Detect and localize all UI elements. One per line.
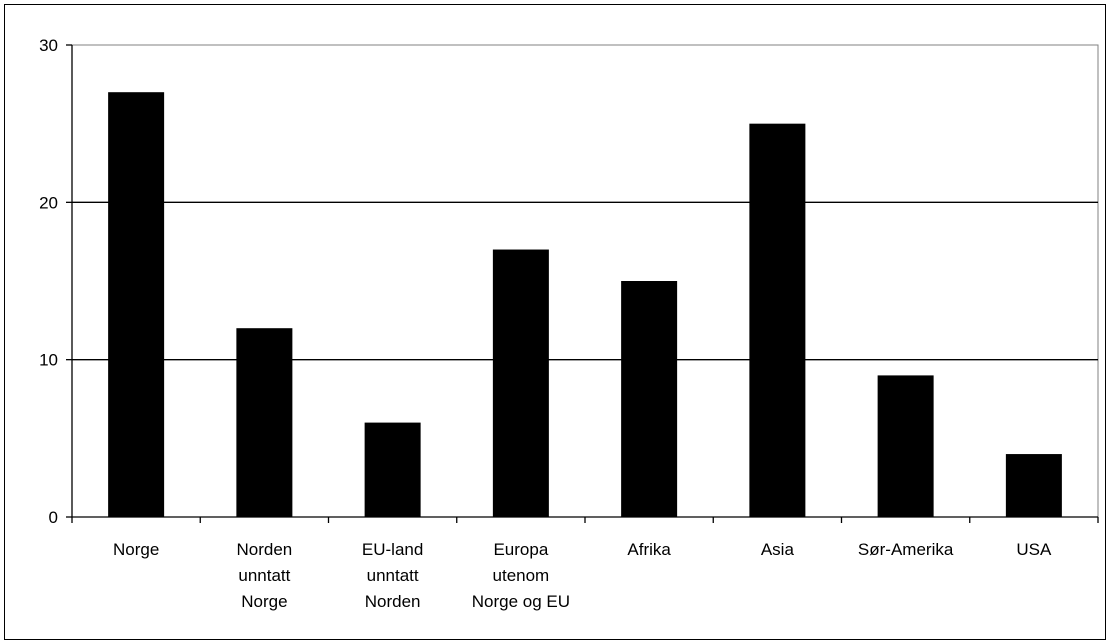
x-tick-label-line: EU-land [362,540,423,559]
x-tick-label: Norge [113,540,159,559]
x-tick-label-line: Norge [113,540,159,559]
x-tick-label-line: utenom [493,566,550,585]
bars [108,92,1062,518]
x-tick-label-line: unntatt [238,566,290,585]
x-tick-label-line: Sør-Amerika [858,540,954,559]
y-tick-labels: 0 10 20 30 [39,36,58,527]
x-tick-label-line: Norden [236,540,292,559]
x-tick-label-line: unntatt [367,566,419,585]
bar [492,249,549,518]
x-tick-label: Norden unntatt Norge [236,540,292,611]
x-tick-label-line: Afrika [627,540,671,559]
x-tick-label: USA [1016,540,1052,559]
axes [66,44,1099,523]
x-tick-label-line: Norge [241,592,287,611]
x-tick-label-line: Norge og EU [472,592,570,611]
x-tick-labels: Norge NordenunntattNorgeEU-landunntattNor… [113,540,1052,611]
bar [749,123,806,518]
bar [236,328,293,517]
x-tick-label: Afrika [627,540,671,559]
y-tick-label: 0 [49,508,58,527]
x-tick-label-line: USA [1016,540,1052,559]
plot-area [71,44,1099,518]
x-tick-label-line: Norden [365,592,421,611]
y-tick-label: 20 [39,193,58,212]
x-tick-label: Sør-Amerika [858,540,954,559]
x-tick-label-line: Europa [493,540,548,559]
x-tick-label: EU-land unntatt Norden [362,540,423,611]
bar [1005,454,1062,517]
bar [877,375,934,517]
y-tick-label: 30 [39,36,58,55]
x-tick-label: Europa utenom Norge og EU [472,540,570,611]
y-tick-label: 10 [39,351,58,370]
bar [364,422,421,517]
x-tick-label-line: Asia [761,540,795,559]
bar [621,281,678,517]
bar [108,92,165,517]
x-tick-label: Asia [761,540,795,559]
